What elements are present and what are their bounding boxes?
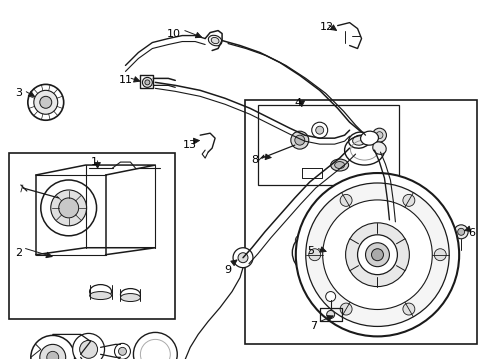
Circle shape	[295, 235, 305, 245]
Ellipse shape	[348, 132, 370, 148]
Text: 11: 11	[118, 75, 132, 85]
Ellipse shape	[89, 285, 111, 298]
Circle shape	[133, 332, 177, 360]
Bar	[258, 105, 399, 185]
Circle shape	[345, 223, 408, 287]
Circle shape	[233, 248, 252, 268]
Circle shape	[142, 77, 152, 87]
Circle shape	[326, 310, 334, 319]
Ellipse shape	[352, 135, 366, 145]
Text: 8: 8	[250, 155, 258, 165]
Circle shape	[118, 347, 126, 355]
Bar	[244, 100, 476, 345]
Circle shape	[51, 190, 86, 226]
Circle shape	[294, 135, 304, 145]
Circle shape	[402, 303, 414, 315]
Text: 13: 13	[183, 140, 197, 150]
Text: 12: 12	[319, 22, 333, 32]
Circle shape	[80, 340, 98, 358]
Circle shape	[340, 303, 351, 315]
Text: 5: 5	[306, 246, 313, 256]
Circle shape	[41, 180, 96, 236]
Ellipse shape	[120, 289, 140, 301]
Circle shape	[322, 200, 431, 310]
Circle shape	[315, 126, 323, 134]
Text: 3: 3	[15, 88, 22, 98]
Ellipse shape	[89, 292, 111, 300]
Circle shape	[298, 264, 308, 274]
Circle shape	[325, 292, 335, 302]
Text: 9: 9	[224, 265, 231, 275]
Ellipse shape	[120, 293, 140, 302]
Circle shape	[40, 96, 52, 108]
Circle shape	[457, 228, 464, 235]
Circle shape	[47, 351, 59, 360]
Circle shape	[453, 225, 467, 239]
Circle shape	[295, 173, 458, 336]
Text: 7: 7	[309, 321, 316, 332]
Ellipse shape	[360, 131, 378, 145]
Circle shape	[114, 343, 130, 359]
Text: 6: 6	[467, 228, 474, 238]
Bar	[9, 153, 175, 319]
Circle shape	[73, 333, 104, 360]
Circle shape	[308, 249, 320, 261]
Ellipse shape	[334, 162, 344, 168]
Circle shape	[34, 90, 58, 114]
Ellipse shape	[292, 225, 366, 280]
Circle shape	[290, 131, 308, 149]
Circle shape	[238, 253, 247, 263]
Circle shape	[365, 243, 388, 267]
Circle shape	[350, 264, 360, 274]
Circle shape	[144, 80, 149, 85]
Circle shape	[371, 249, 383, 261]
Circle shape	[433, 249, 446, 261]
Circle shape	[350, 232, 360, 242]
Circle shape	[305, 183, 448, 327]
Circle shape	[372, 128, 386, 142]
Text: 4: 4	[294, 98, 301, 108]
Circle shape	[40, 345, 65, 360]
Circle shape	[311, 122, 327, 138]
Text: 10: 10	[167, 28, 181, 39]
Circle shape	[357, 235, 397, 275]
Text: 2: 2	[15, 248, 22, 258]
Circle shape	[375, 132, 382, 139]
Ellipse shape	[372, 142, 386, 154]
Ellipse shape	[211, 37, 219, 44]
Ellipse shape	[330, 159, 348, 171]
Circle shape	[28, 84, 63, 120]
Circle shape	[340, 194, 351, 206]
Ellipse shape	[208, 35, 222, 46]
Text: 1: 1	[90, 157, 98, 167]
Circle shape	[402, 194, 414, 206]
Circle shape	[31, 336, 75, 360]
Circle shape	[59, 198, 79, 218]
